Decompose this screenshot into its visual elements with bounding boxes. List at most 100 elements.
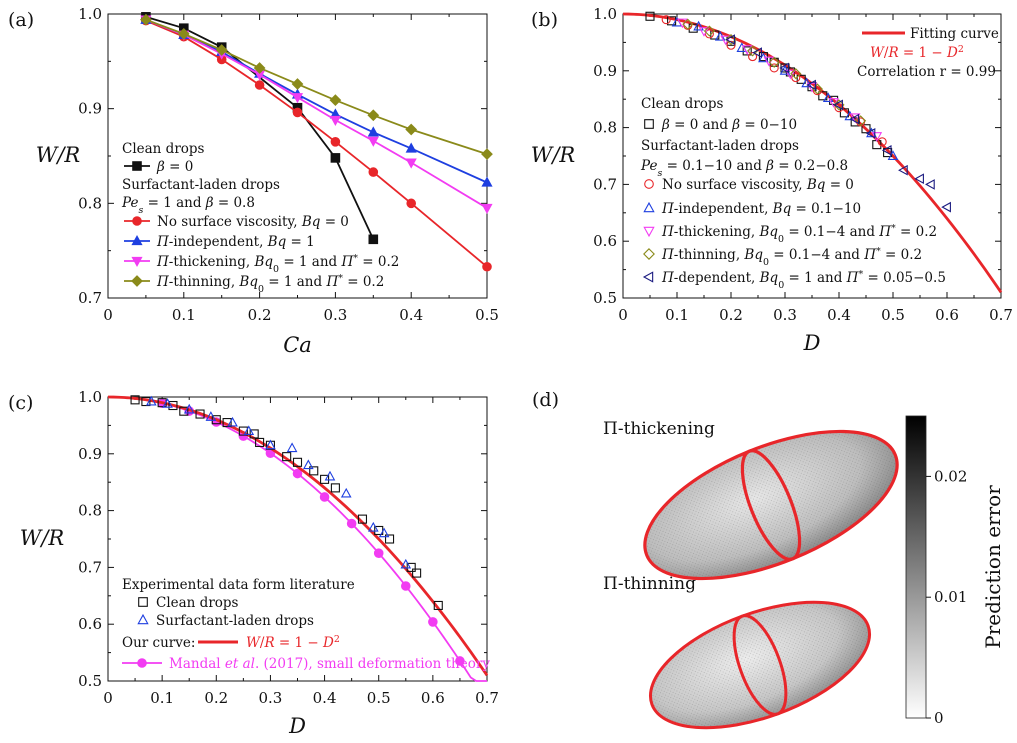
a-legend-marker-0: [132, 161, 142, 171]
c-legend-marker-1: [137, 613, 149, 625]
c-point-0-0: [130, 395, 140, 405]
a-ytick-label: 0.9: [78, 100, 102, 118]
a-point-0-4: [330, 153, 341, 163]
b-point-3-1: [698, 27, 710, 37]
b-point-2-7: [822, 92, 834, 103]
c-ylabel: W/R: [20, 526, 65, 550]
b-legend-marker-3: [643, 226, 655, 238]
c-mandal-point-9: [400, 581, 411, 591]
a-xtick-label: 0.1: [172, 306, 196, 324]
c-fit-curve: [107, 395, 489, 677]
a-legend-marker-1: [132, 216, 142, 226]
b-point-0-16: [861, 124, 871, 134]
b-point-5-9: [914, 173, 924, 185]
a-xlabel: Ca: [283, 333, 312, 357]
b-xtick-label: 0.4: [827, 306, 851, 324]
a-legend-header-surfactant: Surfactant-laden drops: [122, 177, 280, 193]
b-point-5-4: [833, 99, 843, 111]
a-ytick-label: 1.0: [78, 5, 102, 23]
c-ytick-label: 0.7: [78, 558, 102, 576]
c-legend-header: Experimental data form literature: [122, 577, 355, 593]
c-legend-label-1: Surfactant-laden drops: [156, 613, 314, 629]
a-point-4-2: [215, 44, 228, 56]
a-point-1-4: [292, 107, 303, 118]
a-xtick-label: 0: [103, 306, 113, 324]
a-point-3-5: [329, 115, 341, 127]
c-point-0-7: [222, 418, 232, 428]
b-legend-label-1: No surface viscosity, Bq = 0: [662, 177, 854, 193]
a-point-0-5: [368, 234, 379, 245]
b-legend-marker-0: [644, 119, 654, 129]
c-point-0-19: [384, 534, 395, 544]
b-legend-marker-5: [642, 271, 654, 283]
a-point-4-0: [140, 13, 152, 26]
b-point-4-5: [790, 68, 802, 80]
b-point-4-6: [811, 83, 823, 95]
c-xlabel: D: [288, 714, 306, 738]
c-point-0-4: [179, 406, 189, 416]
b-point-1-3: [726, 40, 736, 50]
c-mandal-point-5: [292, 468, 303, 479]
a-point-4-4: [291, 78, 304, 90]
a-point-1-5: [330, 137, 341, 147]
c-xtick-label: 0.4: [313, 689, 337, 707]
b-legend-label-4: Π-thinning, Bq0 = 0.1−4 and Π* = 0.2: [661, 246, 922, 268]
thinning-drop-mesh: [650, 602, 870, 728]
thinning-label: Π-thinning: [603, 574, 696, 594]
c-point-1-5: [243, 425, 255, 436]
b-point-5-7: [881, 144, 892, 156]
c-point-0-6: [211, 415, 221, 425]
panel-c: 0 0.1 0.2 0.3 0.4 0.5 0.6 0.7 0.5 0.6 0.7 0.8 0.9 1.0…: [8, 388, 499, 738]
a-legend-header-clean: Clean drops: [122, 141, 205, 157]
panel-d-label: (d): [532, 389, 559, 411]
b-point-2-6: [801, 77, 812, 88]
c-point-0-16: [330, 483, 340, 493]
b-legend-marker-1: [644, 179, 654, 189]
b-point-4-4: [768, 56, 780, 68]
a-point-4-8: [481, 148, 493, 160]
c-point-1-12: [378, 527, 390, 538]
c-ytick-label: 0.5: [78, 672, 102, 690]
b-point-1-8: [834, 103, 844, 113]
b-legend-label-2: Π-independent, Bq = 0.1−10: [661, 201, 861, 217]
a-point-2-7: [405, 142, 417, 153]
c-legend-fit-label: Our curve:: [122, 635, 195, 651]
b-legend-marker-4: [643, 248, 655, 260]
c-xtick-label: 0.1: [150, 689, 174, 707]
a-ylabel: W/R: [36, 143, 81, 167]
a-point-4-3: [253, 62, 266, 74]
c-point-0-13: [292, 457, 303, 467]
c-point-0-14: [309, 466, 319, 476]
b-xtick-label: 0.1: [665, 306, 689, 324]
b-legend-header-surfactant: Surfactant-laden drops: [641, 138, 799, 154]
a-point-4-1: [177, 28, 190, 40]
c-point-1-6: [265, 439, 276, 450]
b-xtick-label: 0.3: [773, 306, 797, 324]
b-xtick-label: 0: [618, 306, 628, 324]
a-legend-marker-3: [131, 256, 143, 267]
b-point-1-6: [791, 73, 801, 83]
c-mandal-point-7: [346, 518, 357, 529]
b-point-0-0: [645, 11, 655, 21]
b-panel-label: (b): [531, 9, 558, 31]
a-xtick-label: 0.4: [399, 306, 423, 324]
b-point-5-6: [865, 127, 876, 139]
a-point-3-4: [291, 93, 304, 104]
a-ytick-label: 0.8: [78, 194, 102, 212]
b-xtick-label: 0.5: [881, 306, 905, 324]
a-point-4-7: [405, 123, 418, 136]
colorbar-ticks: 0 0.01 0.02: [926, 467, 967, 727]
c-point-0-12: [282, 452, 292, 462]
a-xtick-label: 0.3: [323, 306, 347, 324]
b-point-5-3: [806, 79, 816, 91]
thickening-label: Π-thickening: [603, 419, 715, 439]
c-point-0-3: [168, 400, 178, 411]
b-legend-marker-2: [643, 201, 655, 213]
b-xtick-label: 0.7: [989, 306, 1013, 324]
b-point-1-7: [812, 86, 822, 96]
thinning-drop-ring: [732, 614, 788, 716]
c-ytick-label: 1.0: [78, 388, 102, 406]
c-point-1-7: [286, 442, 298, 453]
b-point-5-11: [941, 201, 951, 213]
colorbar-tick-label: 0: [934, 709, 944, 727]
